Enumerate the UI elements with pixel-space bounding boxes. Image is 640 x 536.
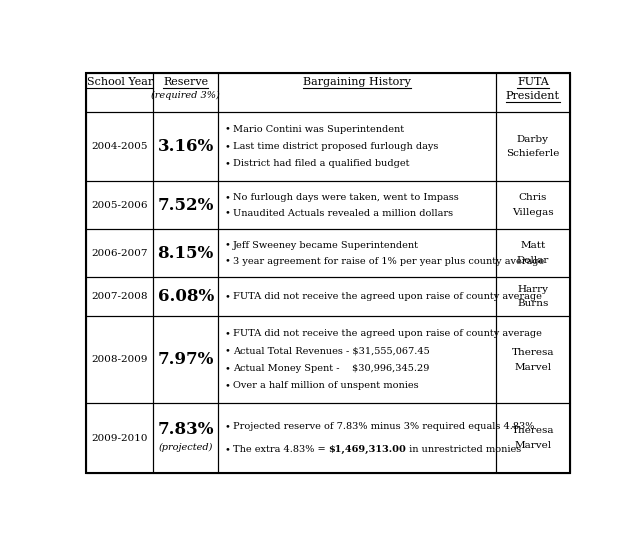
Bar <box>154 181 218 229</box>
Text: •: • <box>225 422 230 431</box>
Bar <box>218 229 495 277</box>
Text: Reserve: Reserve <box>163 77 208 87</box>
Text: •: • <box>225 445 230 454</box>
Bar <box>495 111 570 181</box>
Bar <box>154 72 218 111</box>
Bar <box>218 72 495 111</box>
Text: •: • <box>225 125 230 133</box>
Bar <box>218 111 495 181</box>
Text: Last time district proposed furlough days: Last time district proposed furlough day… <box>233 142 438 151</box>
Text: FUTA did not receive the agreed upon raise of county average: FUTA did not receive the agreed upon rai… <box>233 292 541 301</box>
Text: •: • <box>225 382 230 390</box>
Text: Theresa
Marvel: Theresa Marvel <box>511 348 554 371</box>
Text: •: • <box>225 142 230 151</box>
Bar <box>218 403 495 473</box>
Text: (required 3%): (required 3%) <box>151 91 220 100</box>
Bar <box>218 181 495 229</box>
Text: Over a half million of unspent monies: Over a half million of unspent monies <box>233 382 419 390</box>
Text: •: • <box>225 193 230 202</box>
Text: •: • <box>225 364 230 373</box>
Text: •: • <box>225 347 230 355</box>
Text: District had filed a qualified budget: District had filed a qualified budget <box>233 159 409 168</box>
Text: 8.15%: 8.15% <box>157 244 214 262</box>
Text: •: • <box>225 292 230 301</box>
Text: 3 year agreement for raise of 1% per year plus county average: 3 year agreement for raise of 1% per yea… <box>233 257 544 266</box>
Text: 2008-2009: 2008-2009 <box>92 355 148 364</box>
Text: FUTA: FUTA <box>517 77 548 87</box>
Bar <box>86 72 154 111</box>
Text: Actual Money Spent -    $30,996,345.29: Actual Money Spent - $30,996,345.29 <box>233 364 429 373</box>
Bar <box>495 72 570 111</box>
Bar <box>86 229 154 277</box>
Bar <box>154 316 218 403</box>
Bar <box>218 277 495 316</box>
Text: Matt
Dollar: Matt Dollar <box>516 241 549 265</box>
Text: •: • <box>225 209 230 218</box>
Text: •: • <box>225 257 230 266</box>
Text: $1,469,313.00: $1,469,313.00 <box>328 445 406 454</box>
Text: 2005-2006: 2005-2006 <box>92 201 148 210</box>
Text: Jeff Sweeney became Superintendent: Jeff Sweeney became Superintendent <box>233 241 419 250</box>
Bar <box>154 111 218 181</box>
Text: The extra 4.83% =: The extra 4.83% = <box>233 445 328 454</box>
Text: Projected reserve of 7.83% minus 3% required equals 4.83%: Projected reserve of 7.83% minus 3% requ… <box>233 422 534 431</box>
Text: 7.52%: 7.52% <box>157 197 214 214</box>
Text: (projected): (projected) <box>159 443 213 452</box>
Bar <box>495 316 570 403</box>
Bar <box>86 181 154 229</box>
Text: in unrestricted monies: in unrestricted monies <box>406 445 522 454</box>
Text: Harry
Burns: Harry Burns <box>517 285 548 309</box>
Text: 7.97%: 7.97% <box>157 351 214 368</box>
Text: 7.83%: 7.83% <box>157 421 214 438</box>
Text: Chris
Villegas: Chris Villegas <box>512 193 554 217</box>
Text: Mario Contini was Superintendent: Mario Contini was Superintendent <box>233 125 404 133</box>
Text: FUTA did not receive the agreed upon raise of county average: FUTA did not receive the agreed upon rai… <box>233 329 541 338</box>
Bar <box>495 277 570 316</box>
Bar <box>86 403 154 473</box>
Bar <box>495 181 570 229</box>
Bar <box>495 229 570 277</box>
Text: 6.08%: 6.08% <box>157 288 214 305</box>
Text: 2006-2007: 2006-2007 <box>92 249 148 258</box>
Bar <box>86 277 154 316</box>
Text: Darby
Schieferle: Darby Schieferle <box>506 135 559 158</box>
Bar <box>218 316 495 403</box>
Text: •: • <box>225 241 230 250</box>
Text: 2007-2008: 2007-2008 <box>92 292 148 301</box>
Text: School Year: School Year <box>86 77 153 87</box>
Bar <box>154 403 218 473</box>
Text: President: President <box>506 91 560 101</box>
Text: Bargaining History: Bargaining History <box>303 77 411 87</box>
Bar <box>154 277 218 316</box>
Text: •: • <box>225 329 230 338</box>
Bar <box>86 316 154 403</box>
Text: No furlough days were taken, went to Impass: No furlough days were taken, went to Imp… <box>233 193 458 202</box>
Text: 2009-2010: 2009-2010 <box>92 434 148 443</box>
Text: Unaudited Actuals revealed a million dollars: Unaudited Actuals revealed a million dol… <box>233 209 453 218</box>
Bar <box>495 403 570 473</box>
Text: 3.16%: 3.16% <box>157 138 214 155</box>
Text: 2004-2005: 2004-2005 <box>92 142 148 151</box>
Text: Actual Total Revenues - $31,555,067.45: Actual Total Revenues - $31,555,067.45 <box>233 347 429 355</box>
Text: •: • <box>225 159 230 168</box>
Bar <box>154 229 218 277</box>
Bar <box>86 111 154 181</box>
Text: Theresa
Marvel: Theresa Marvel <box>511 426 554 450</box>
